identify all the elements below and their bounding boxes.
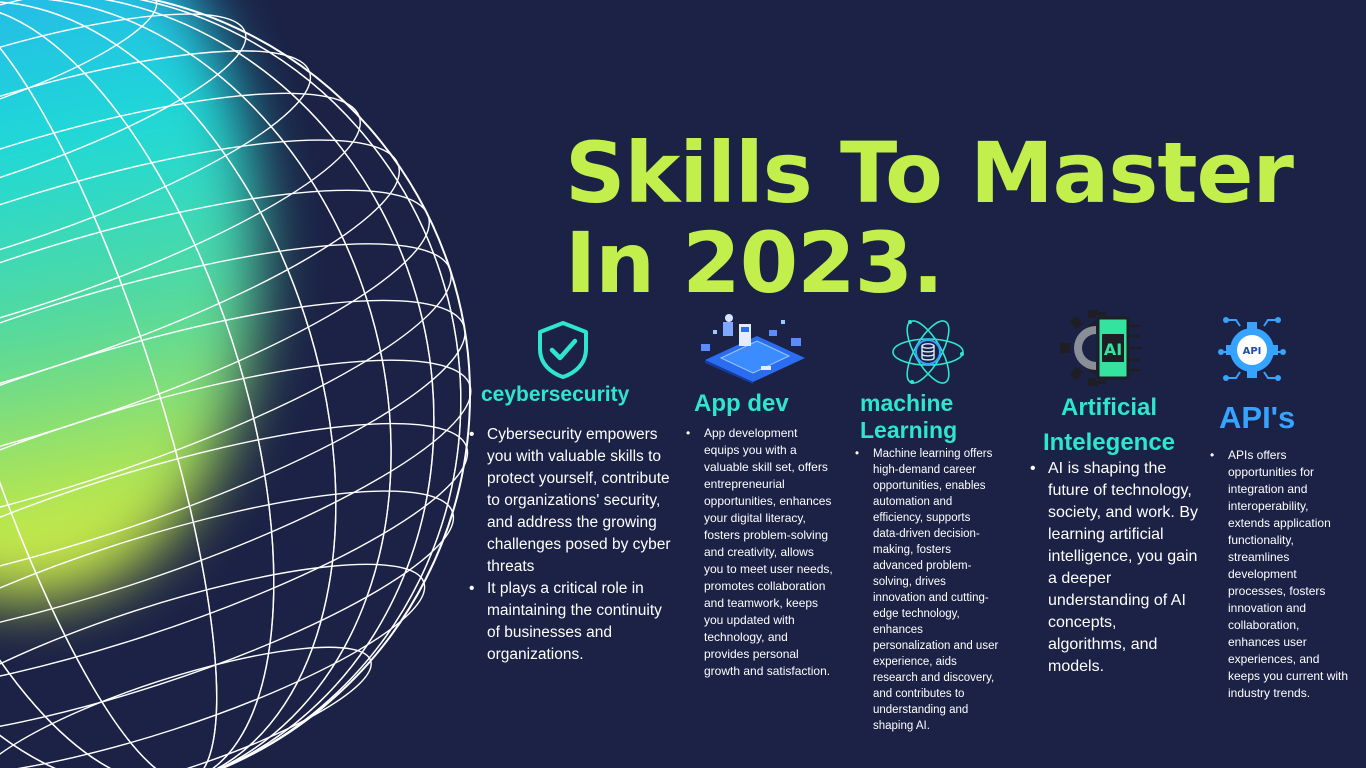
- heading-line-2: Learning: [860, 417, 958, 443]
- ai-chip-gear-icon: AI: [1060, 310, 1142, 386]
- bullets-app-dev: App development equips you with a valuab…: [686, 425, 836, 680]
- bullets-cybersecurity: Cybersecurity empowers you with valuable…: [469, 424, 673, 666]
- heading-machine-learning: machine Learning: [860, 390, 957, 444]
- list-item: AI is shaping the future of technology, …: [1030, 458, 1198, 678]
- heading-app-dev: App dev: [694, 390, 789, 417]
- atom-database-icon: [892, 320, 964, 384]
- api-gear-icon: API: [1218, 317, 1286, 381]
- bullets-apis: APIs offers opportunities for integratio…: [1210, 447, 1352, 702]
- api-icon-label: API: [1243, 346, 1262, 357]
- wireframe-globe-icon: [0, 0, 472, 768]
- app-dev-illustration-icon: [701, 314, 805, 384]
- list-item: App development equips you with a valuab…: [686, 425, 836, 680]
- heading-line-2: Intelegence: [1042, 429, 1176, 456]
- list-item: It plays a critical role in maintaining …: [469, 578, 673, 666]
- title-line-2: In 2023.: [565, 214, 944, 312]
- page-title: Skills To Master In 2023.: [565, 124, 1294, 312]
- globe-graphic: [0, 0, 480, 768]
- list-item: Cybersecurity empowers you with valuable…: [469, 424, 673, 578]
- heading-artificial-intelligence: Artificial Intelegence: [1034, 390, 1184, 460]
- heading-cybersecurity: ceybersecurity: [481, 383, 630, 406]
- heading-apis: API's: [1219, 400, 1296, 435]
- title-line-1: Skills To Master: [565, 124, 1294, 222]
- svg-text:AI: AI: [1104, 340, 1122, 359]
- shield-check-icon: [538, 321, 588, 379]
- heading-line-1: Artificial: [1060, 394, 1158, 421]
- list-item: Machine learning offers high-demand care…: [855, 446, 999, 734]
- bullets-machine-learning: Machine learning offers high-demand care…: [855, 446, 999, 734]
- bullets-artificial-intelligence: AI is shaping the future of technology, …: [1030, 458, 1198, 678]
- list-item: APIs offers opportunities for integratio…: [1210, 447, 1352, 702]
- heading-line-1: machine: [860, 390, 954, 416]
